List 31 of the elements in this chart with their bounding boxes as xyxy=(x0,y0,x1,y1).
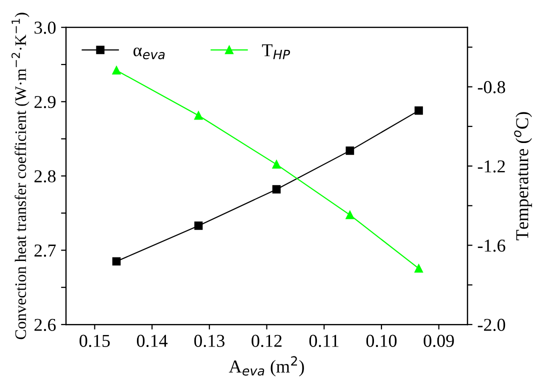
point xyxy=(112,66,121,75)
point xyxy=(272,160,281,169)
y-tick-label: 2.8 xyxy=(34,170,56,182)
x-tick-label: 0.12 xyxy=(252,334,282,348)
y-tick-label: 3.0 xyxy=(34,22,56,34)
y-tick-label: 2.6 xyxy=(34,318,56,332)
x-tick-label: 0.10 xyxy=(366,334,397,348)
y2-tick-label: -1.2 xyxy=(478,160,505,173)
legend-label: α$_{eva}$ xyxy=(133,48,165,60)
point xyxy=(194,111,203,120)
y2-axis-title: Temperature ($^{o}$C) xyxy=(514,112,532,240)
point xyxy=(346,210,354,220)
y2-tick-label: -2.0 xyxy=(478,318,506,332)
point xyxy=(194,222,203,230)
x-tick-label: 0.15 xyxy=(80,334,110,348)
x-tick-label: 0.14 xyxy=(136,334,168,348)
point xyxy=(112,257,121,266)
y-axis-title: Convection heat transfer coefficient (W·m$^{−2}$·K$^{−1}$) xyxy=(11,12,30,340)
x-axis-title: A$_{eva}$ (m$^{2}$) xyxy=(228,356,304,376)
point xyxy=(272,185,281,194)
y2-tick-label: -1.6 xyxy=(478,240,506,252)
y-tick-label: 2.7 xyxy=(34,244,56,257)
y-tick-label: 2.9 xyxy=(34,96,56,108)
point xyxy=(414,106,423,115)
legend-label: T$_{HP}$ xyxy=(262,44,290,60)
x-tick-label: 0.13 xyxy=(194,334,224,348)
x-tick-label: 0.11 xyxy=(309,334,338,348)
point xyxy=(346,146,354,155)
point xyxy=(414,264,423,273)
y2-tick-label: -0.8 xyxy=(478,81,506,94)
x-tick-label: 0.09 xyxy=(424,334,454,348)
